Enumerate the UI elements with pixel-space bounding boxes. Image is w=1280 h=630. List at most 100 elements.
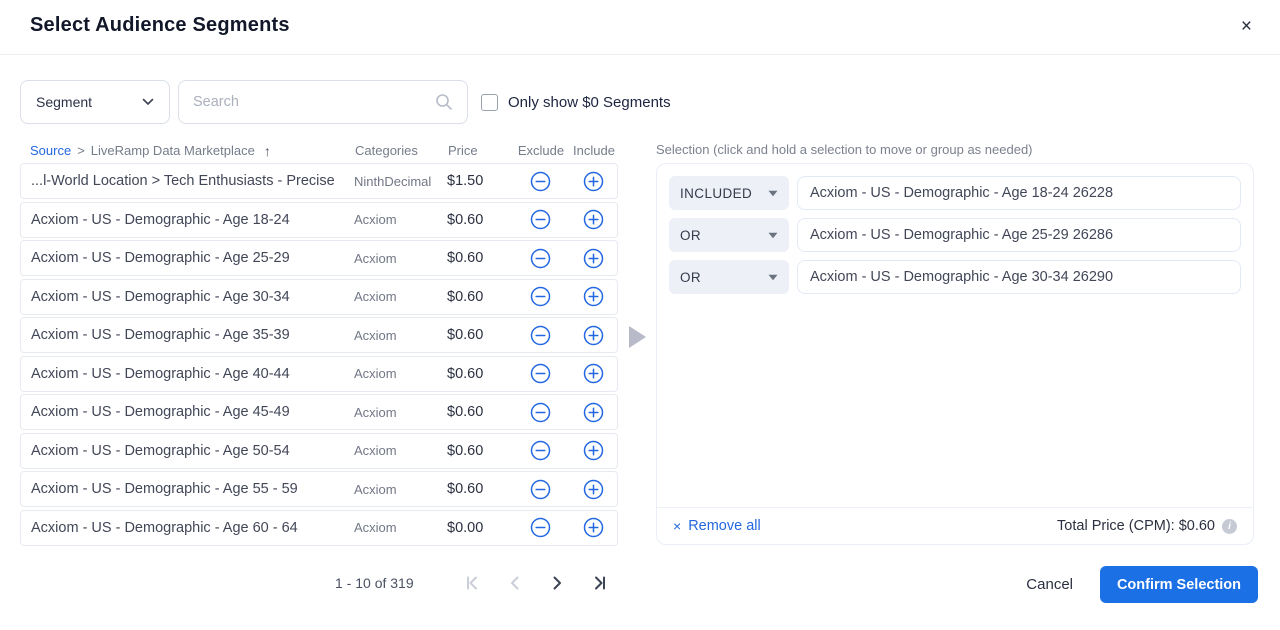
caret-down-icon (768, 274, 778, 281)
table-row[interactable]: Acxiom - US - Demographic - Age 25-29 Ac… (20, 240, 618, 276)
include-icon[interactable] (583, 248, 604, 269)
next-page-button[interactable] (548, 574, 566, 592)
segment-price: $0.00 (447, 519, 484, 536)
breadcrumb-source-link[interactable]: Source (30, 143, 72, 158)
exclude-icon[interactable] (530, 479, 551, 500)
include-icon[interactable] (583, 363, 604, 384)
selected-segment-label: Acxiom - US - Demographic - Age 18-24 26… (797, 176, 1241, 210)
table-row[interactable]: Acxiom - US - Demographic - Age 40-44 Ac… (20, 355, 618, 392)
search-icon (435, 93, 453, 111)
segment-price: $0.60 (447, 327, 484, 343)
operator-select-value: INCLUDED (680, 185, 753, 201)
dialog-actions: Cancel Confirm Selection (1026, 566, 1258, 603)
segment-category: Acxiom (354, 443, 397, 458)
include-icon[interactable] (583, 325, 604, 346)
segment-price: $0.60 (447, 442, 484, 459)
only-zero-segments-toggle[interactable]: Only show $0 Segments (481, 93, 671, 111)
operator-select[interactable]: INCLUDED (669, 176, 789, 210)
table-header-row: Source > LiveRamp Data Marketplace ↑ Cat… (20, 141, 618, 160)
table-body: ...l-World Location > Tech Enthusiasts -… (20, 163, 618, 546)
caret-down-icon (768, 190, 778, 197)
selection-panel-header: Selection (click and hold a selection to… (656, 142, 1033, 157)
first-page-button[interactable] (464, 574, 482, 592)
include-icon[interactable] (583, 517, 604, 538)
include-icon[interactable] (583, 440, 604, 461)
segment-name: Acxiom - US - Demographic - Age 50-54 (31, 442, 290, 459)
table-row[interactable]: Acxiom - US - Demographic - Age 30-34 Ac… (20, 278, 618, 315)
segment-category: Acxiom (354, 366, 397, 381)
confirm-selection-button[interactable]: Confirm Selection (1100, 566, 1258, 603)
exclude-icon[interactable] (530, 248, 551, 269)
table-row[interactable]: Acxiom - US - Demographic - Age 55 - 59 … (20, 471, 618, 507)
table-row[interactable]: ...l-World Location > Tech Enthusiasts -… (20, 163, 618, 199)
exclude-icon[interactable] (530, 209, 551, 230)
sort-ascending-icon[interactable]: ↑ (263, 142, 271, 159)
operator-select[interactable]: OR (669, 260, 789, 294)
table-row[interactable]: Acxiom - US - Demographic - Age 50-54 Ac… (20, 432, 618, 469)
segment-type-select-value: Segment (36, 94, 93, 110)
table-row[interactable]: Acxiom - US - Demographic - Age 35-39 Ac… (20, 317, 618, 353)
selection-panel: Selection (click and hold a selection to… (656, 142, 1254, 545)
segment-category: Acxiom (354, 289, 397, 304)
selection-footer: × Remove all Total Price (CPM): $0.60 i (657, 507, 1253, 544)
remove-all-button[interactable]: × Remove all (673, 518, 761, 534)
selection-item[interactable]: OR Acxiom - US - Demographic - Age 30-34… (669, 260, 1241, 294)
operator-select-value: OR (680, 227, 702, 243)
include-icon[interactable] (583, 402, 604, 423)
segment-price: $0.60 (447, 481, 484, 497)
column-header-exclude: Exclude (517, 143, 565, 158)
exclude-icon[interactable] (530, 440, 551, 461)
segment-price: $0.60 (447, 250, 484, 266)
segment-price: $0.60 (447, 288, 484, 305)
include-icon[interactable] (583, 479, 604, 500)
last-page-button[interactable] (590, 574, 608, 592)
filter-bar: Segment Only show $0 Segments (20, 80, 671, 124)
segment-category: Acxiom (354, 520, 397, 535)
operator-select[interactable]: OR (669, 218, 789, 252)
segment-name: Acxiom - US - Demographic - Age 40-44 (31, 365, 290, 382)
breadcrumb-path: LiveRamp Data Marketplace (90, 143, 255, 158)
include-icon[interactable] (583, 209, 604, 230)
move-to-selection-arrow-icon (629, 326, 646, 348)
segment-type-select[interactable]: Segment (20, 80, 170, 124)
selection-item[interactable]: OR Acxiom - US - Demographic - Age 25-29… (669, 218, 1241, 252)
exclude-icon[interactable] (530, 171, 551, 192)
segment-price: $0.60 (447, 404, 484, 420)
table-row[interactable]: Acxiom - US - Demographic - Age 60 - 64 … (20, 509, 618, 546)
exclude-icon[interactable] (530, 325, 551, 346)
segment-name: Acxiom - US - Demographic - Age 30-34 (31, 288, 290, 305)
close-icon[interactable]: × (1241, 14, 1252, 40)
breadcrumb-separator: > (77, 143, 85, 158)
selected-segment-label: Acxiom - US - Demographic - Age 25-29 26… (797, 218, 1241, 252)
selected-segment-label: Acxiom - US - Demographic - Age 30-34 26… (797, 260, 1241, 294)
only-zero-segments-checkbox[interactable] (481, 93, 498, 111)
table-row[interactable]: Acxiom - US - Demographic - Age 45-49 Ac… (20, 394, 618, 430)
exclude-icon[interactable] (530, 363, 551, 384)
column-header-include: Include (573, 143, 615, 158)
table-row[interactable]: Acxiom - US - Demographic - Age 18-24 Ac… (20, 201, 618, 238)
pagination-range-label: 1 - 10 of 319 (335, 575, 414, 591)
info-icon[interactable]: i (1222, 518, 1237, 534)
segment-name: Acxiom - US - Demographic - Age 60 - 64 (31, 519, 298, 536)
segment-price: $0.60 (447, 365, 484, 382)
segment-category: Acxiom (354, 212, 397, 227)
selection-list: INCLUDED Acxiom - US - Demographic - Age… (669, 176, 1241, 294)
column-header-categories: Categories (355, 143, 418, 158)
selection-item[interactable]: INCLUDED Acxiom - US - Demographic - Age… (669, 176, 1241, 210)
total-price-label: Total Price (CPM): $0.60 (1057, 518, 1215, 534)
search-field (178, 80, 468, 124)
segment-category: Acxiom (354, 327, 397, 343)
exclude-icon[interactable] (530, 517, 551, 538)
search-input[interactable] (193, 94, 435, 110)
exclude-icon[interactable] (530, 286, 551, 307)
page-title: Select Audience Segments (30, 14, 290, 36)
column-header-price: Price (448, 143, 478, 158)
include-icon[interactable] (583, 286, 604, 307)
previous-page-button[interactable] (506, 574, 524, 592)
segment-name: Acxiom - US - Demographic - Age 55 - 59 (31, 481, 298, 497)
include-icon[interactable] (583, 171, 604, 192)
cancel-button[interactable]: Cancel (1026, 576, 1073, 593)
segment-name: Acxiom - US - Demographic - Age 35-39 (31, 327, 290, 343)
exclude-icon[interactable] (530, 402, 551, 423)
